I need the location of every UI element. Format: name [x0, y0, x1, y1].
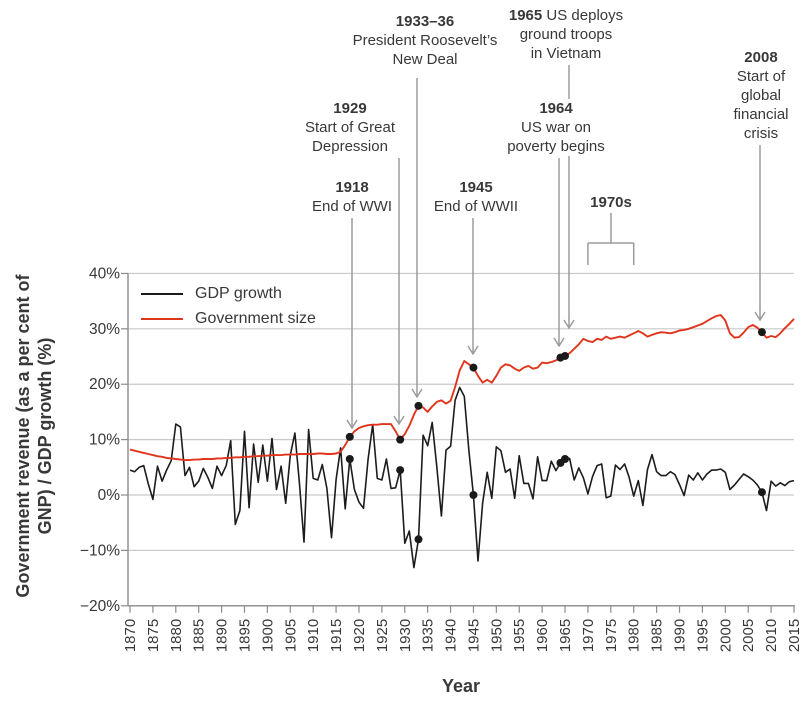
gdp-growth-line: [129, 386, 795, 569]
x-tick-label: 1885: [191, 619, 208, 652]
x-tick-label: 1905: [282, 619, 299, 652]
legend-item-government-size: Government size: [141, 306, 316, 331]
government-size-event-dot-1965: [561, 351, 570, 360]
legend: GDP growth Government size: [141, 281, 316, 331]
x-tick-label: 1995: [694, 619, 711, 652]
y-tick-label: 0%: [98, 487, 121, 504]
annotation-year: 2008: [744, 49, 778, 66]
government-size-event-dot-1945: [469, 363, 478, 372]
annotation-year: 1918: [335, 179, 369, 196]
x-tick-label: 1975: [603, 619, 620, 652]
government-size-event-dot-1929: [396, 435, 405, 444]
x-tick-label: 1985: [649, 619, 666, 652]
x-tick-label: 1935: [420, 619, 437, 652]
government-size-event-dot-2008: [757, 328, 766, 337]
x-tick-label: 1920: [351, 619, 368, 652]
annotation-new-deal: 1933–36 President Roosevelt’s New Deal: [350, 12, 500, 69]
annotation-year: 1933–36: [395, 13, 455, 30]
x-tick-label: 1945: [465, 619, 482, 652]
y-tick-label: 20%: [89, 376, 120, 393]
x-tick-label: 1925: [374, 619, 391, 652]
x-axis-title: Year: [441, 676, 481, 696]
government-size-line-swatch: [141, 317, 183, 320]
x-tick-label: 1940: [443, 619, 460, 652]
y-tick-label: −10%: [80, 542, 120, 559]
annotation-vietnam: 1965 US deploys ground troops in Vietnam: [506, 6, 626, 63]
x-tick-label: 2005: [740, 619, 757, 652]
legend-label-gdp-growth: GDP growth: [195, 284, 282, 302]
x-tick-label: 2010: [763, 619, 780, 652]
legend-item-gdp-growth: GDP growth: [141, 281, 316, 306]
annotation-year: 1970s: [590, 194, 632, 211]
x-tick-label: 1900: [259, 619, 276, 652]
arrowhead-icon: [467, 345, 479, 356]
legend-label-government-size: Government size: [195, 309, 316, 327]
annotation-poverty: 1964 US war on poverty begins: [505, 99, 607, 156]
y-tick-label: 40%: [89, 265, 120, 282]
gdp-growth-event-dot-2008: [757, 488, 766, 497]
government-size-event-dot-1933: [414, 401, 423, 410]
annotation-crisis: 2008 Start of global financial crisis: [731, 48, 791, 143]
x-tick-label: 1990: [672, 619, 689, 652]
y-axis-title-line1: Government revenue (as a per cent of: [13, 274, 33, 598]
gdp-growth-line-swatch: [141, 292, 183, 295]
arrowhead-icon: [563, 319, 575, 330]
x-tick-label: 1910: [305, 619, 322, 652]
y-tick-label: 30%: [89, 321, 120, 338]
x-tick-label: 1890: [214, 619, 231, 652]
arrowhead-icon: [553, 337, 565, 348]
x-tick-label: 1960: [534, 619, 551, 652]
gdp-growth-event-dot-1918: [345, 454, 354, 463]
x-tick-label: 1915: [328, 619, 345, 652]
x-tick-label: 1965: [557, 619, 574, 652]
annotation-depression: 1929 Start of Great Depression: [302, 99, 398, 156]
x-tick-label: 2000: [717, 619, 734, 652]
x-tick-label: 1955: [511, 619, 528, 652]
arrowhead-icon: [346, 419, 358, 430]
x-tick-label: 1980: [626, 619, 643, 652]
x-tick-label: 2015: [786, 619, 803, 652]
arrowhead-icon: [754, 311, 766, 322]
y-tick-label: 10%: [89, 432, 120, 449]
x-tick-label: 1870: [122, 619, 139, 652]
annotation-year: 1945: [459, 179, 493, 196]
government-size-event-dot-1918: [345, 432, 354, 441]
x-tick-label: 1895: [236, 619, 253, 652]
annotation-year: 1929: [333, 100, 367, 117]
gdp-growth-event-dot-1929: [396, 466, 405, 475]
x-tick-label: 1875: [145, 619, 162, 652]
y-axis-title: Government revenue (as a per cent of GNP…: [12, 216, 58, 656]
annotation-year: 1964: [539, 100, 573, 117]
x-tick-label: 1930: [397, 619, 414, 652]
x-tick-label: 1880: [168, 619, 185, 652]
gdp-growth-event-dot-1965: [561, 454, 570, 463]
y-tick-label: −20%: [80, 598, 120, 615]
y-axis-title-line2: GNP) / GDP growth (%): [35, 337, 55, 535]
government-size-line: [129, 314, 795, 462]
annotation-year: 1965: [508, 7, 543, 24]
annotation-seventies: 1970s: [588, 193, 634, 212]
annotation-wwii: 1945 End of WWII: [431, 178, 521, 216]
gdp-growth-event-dot-1945: [469, 491, 478, 499]
annotation-wwi: 1918 End of WWI: [309, 178, 395, 216]
arrowhead-icon: [393, 415, 405, 426]
arrowhead-icon: [411, 388, 423, 399]
gdp-growth-event-dot-1933: [414, 535, 423, 544]
x-tick-label: 1970: [580, 619, 597, 652]
x-tick-label: 1950: [488, 619, 505, 652]
